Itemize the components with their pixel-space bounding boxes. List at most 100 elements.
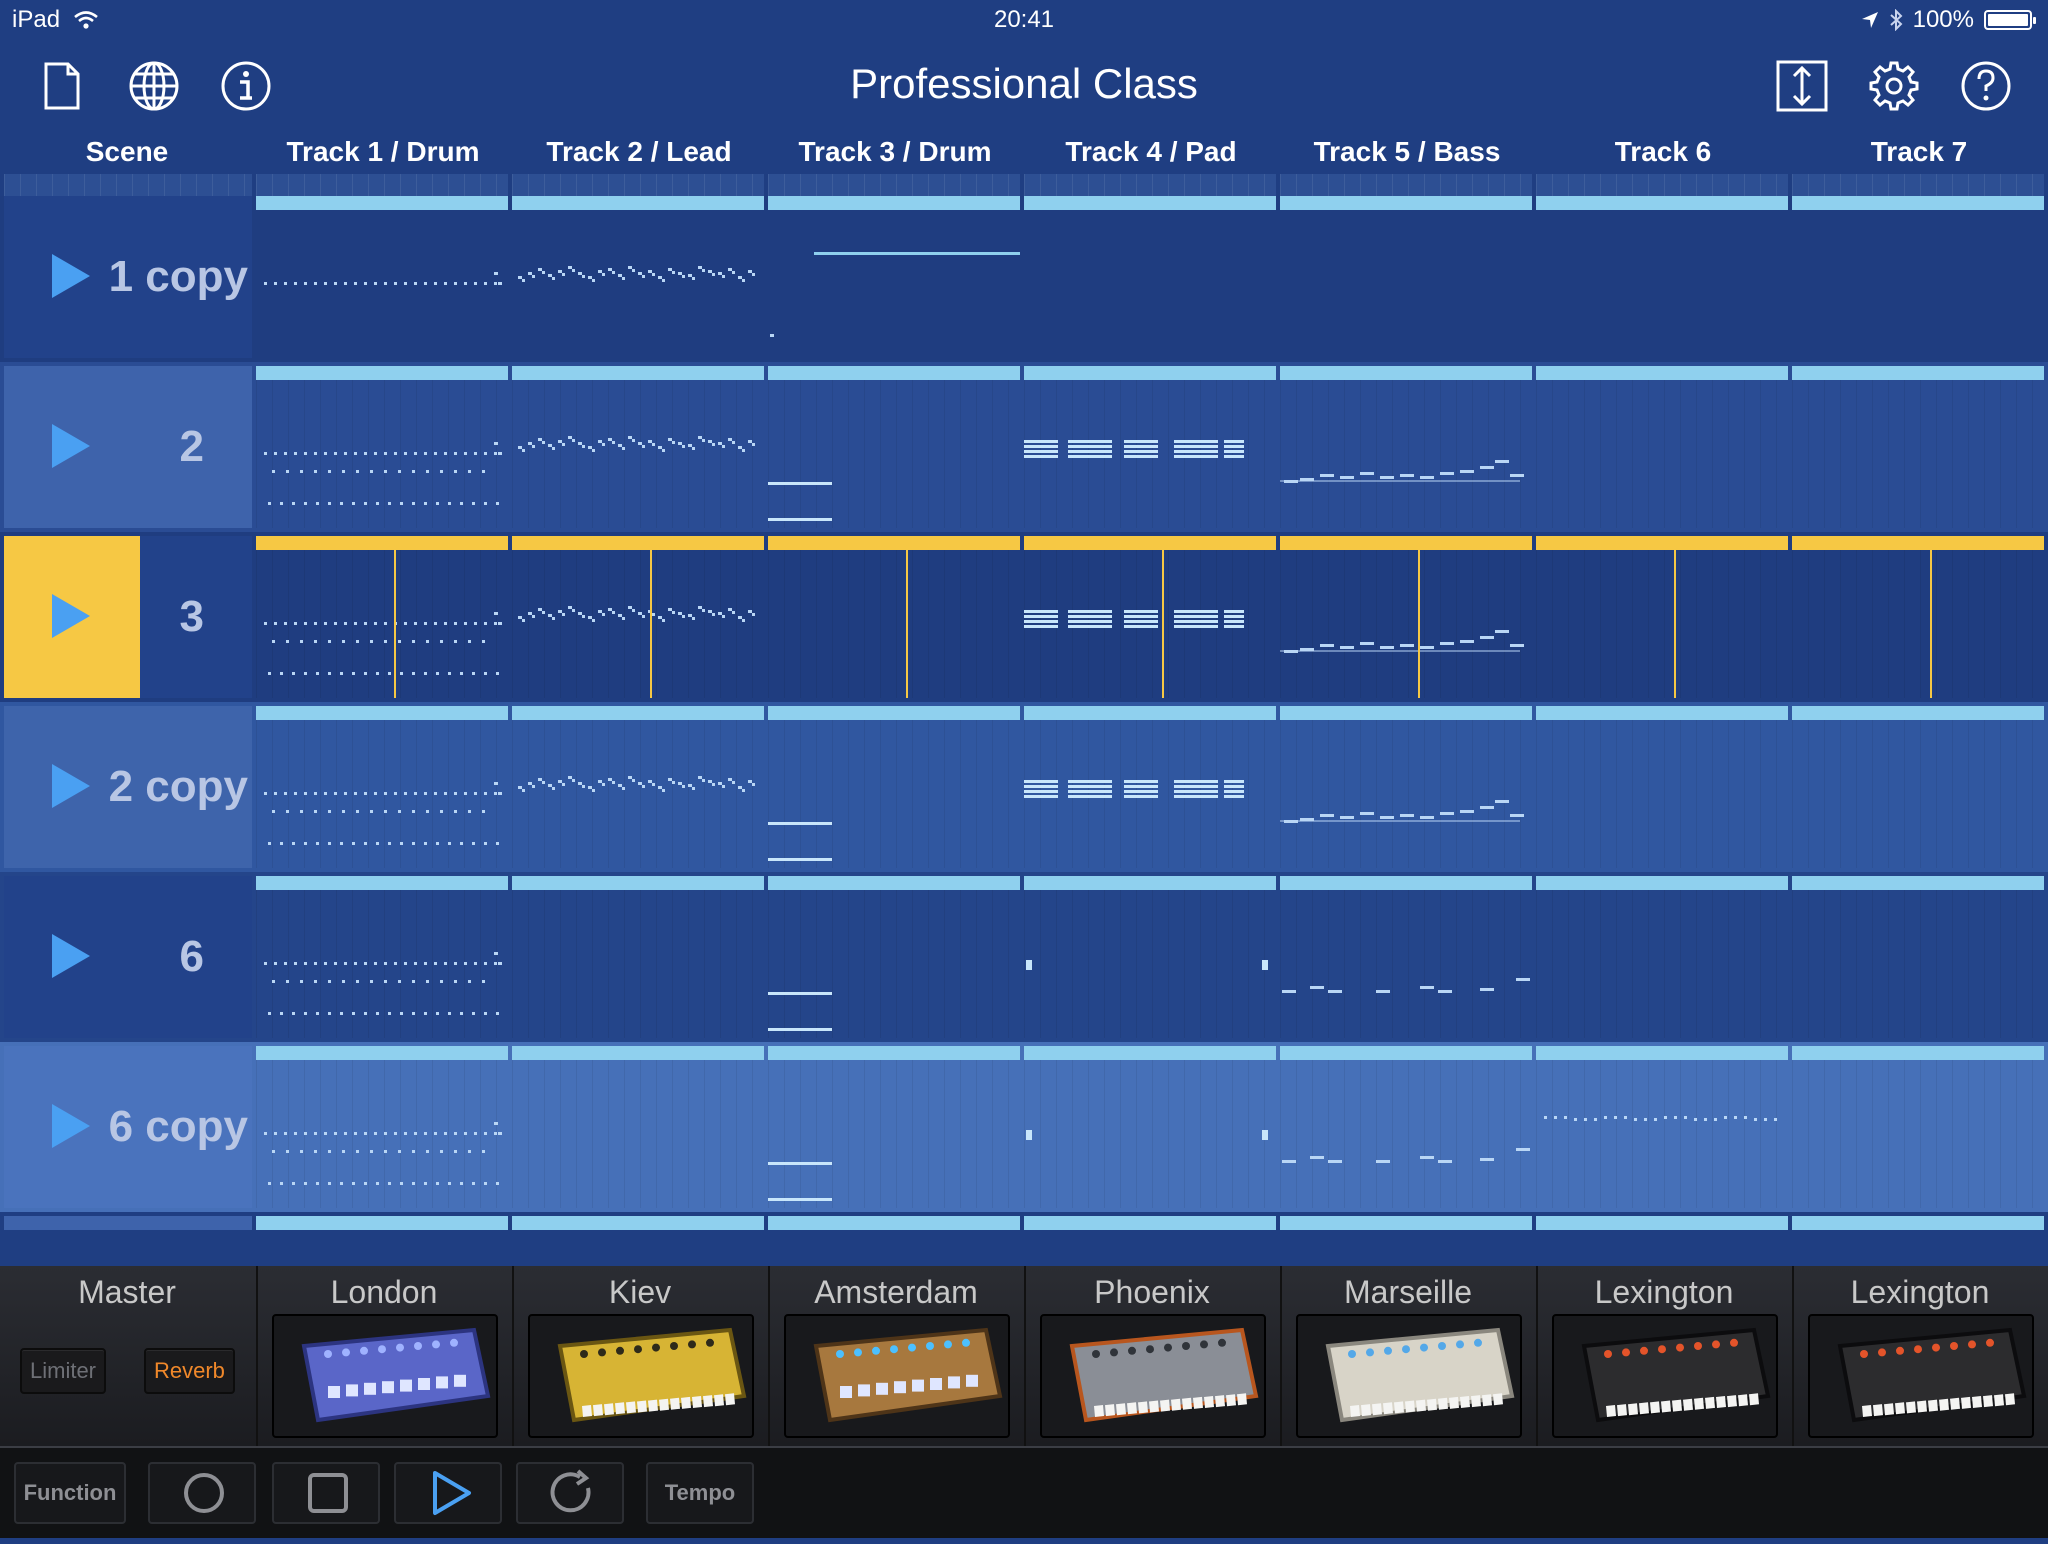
instrument-slot[interactable]: Phoenix xyxy=(1024,1266,1278,1446)
scene-cell[interactable]: 3 xyxy=(4,536,252,698)
limiter-button[interactable]: Limiter xyxy=(20,1348,107,1394)
info-icon[interactable] xyxy=(218,58,274,114)
clip-cell[interactable] xyxy=(1792,1046,2044,1208)
clip-cell[interactable] xyxy=(768,196,1020,358)
instrument-slot[interactable]: Kiev xyxy=(512,1266,766,1446)
clip-cell[interactable] xyxy=(512,1046,764,1208)
clip-cell[interactable] xyxy=(768,706,1020,868)
clip-cell[interactable] xyxy=(1024,1046,1276,1208)
clip-cell[interactable] xyxy=(1280,706,1532,868)
clip-pattern xyxy=(768,550,1020,698)
clip-cell[interactable] xyxy=(1280,196,1532,358)
clip-cell[interactable] xyxy=(768,1046,1020,1208)
track-header[interactable]: Track 3 / Drum xyxy=(798,136,992,167)
instrument-slot[interactable]: Lexington xyxy=(1792,1266,2046,1446)
resize-vertical-icon[interactable] xyxy=(1774,58,1830,114)
clip-cell[interactable] xyxy=(1024,876,1276,1038)
track-header[interactable]: Track 1 / Drum xyxy=(286,136,480,167)
scene-cell[interactable]: 2 xyxy=(4,366,252,528)
scene-cell[interactable]: 2 copy xyxy=(4,706,252,868)
clip-cell[interactable] xyxy=(1536,196,1788,358)
clip-cell[interactable] xyxy=(256,366,508,528)
instrument-thumbnail[interactable] xyxy=(528,1314,754,1438)
clip-cell[interactable] xyxy=(768,536,1020,698)
play-button[interactable] xyxy=(394,1462,502,1524)
scene-cell[interactable]: 6 xyxy=(4,876,252,1038)
scene-play-area[interactable] xyxy=(4,536,140,698)
clip-cell[interactable] xyxy=(1792,196,2044,358)
clip-cell[interactable] xyxy=(768,366,1020,528)
stop-button[interactable] xyxy=(272,1462,380,1524)
instrument-thumbnail[interactable] xyxy=(1808,1314,2034,1438)
instrument-slot[interactable]: London xyxy=(256,1266,510,1446)
track-header[interactable]: Track 6 xyxy=(1614,136,1712,167)
clip-cell[interactable] xyxy=(256,536,508,698)
scene-play-icon[interactable] xyxy=(52,424,90,468)
scene-play-icon[interactable] xyxy=(52,594,90,638)
clip-cell[interactable] xyxy=(768,876,1020,1038)
clip-cell[interactable] xyxy=(512,366,764,528)
instrument-slot[interactable]: Lexington xyxy=(1536,1266,1790,1446)
clip-cell[interactable] xyxy=(512,536,764,698)
scene-play-area[interactable] xyxy=(4,706,140,868)
record-button[interactable] xyxy=(148,1462,256,1524)
clip-cell[interactable] xyxy=(512,196,764,358)
clip-cell[interactable] xyxy=(1024,706,1276,868)
clip-cell[interactable] xyxy=(1792,536,2044,698)
clip-cell[interactable] xyxy=(256,196,508,358)
scene-play-area[interactable] xyxy=(4,1046,140,1208)
clip-cell[interactable] xyxy=(1280,366,1532,528)
clip-cell[interactable] xyxy=(1536,1046,1788,1208)
scene-cell[interactable]: 6 copy xyxy=(4,1046,252,1208)
instrument-slot[interactable]: Amsterdam xyxy=(768,1266,1022,1446)
instrument-name: Lexington xyxy=(1594,1274,1734,1310)
clip-bar xyxy=(1536,706,1788,720)
help-icon[interactable] xyxy=(1958,58,2014,114)
scene-play-area[interactable] xyxy=(4,196,140,358)
synth-image xyxy=(1069,1327,1259,1423)
scene-play-icon[interactable] xyxy=(52,254,90,298)
gear-icon[interactable] xyxy=(1866,58,1922,114)
loop-button[interactable] xyxy=(516,1462,624,1524)
clip-cell[interactable] xyxy=(1280,536,1532,698)
clip-cell[interactable] xyxy=(1792,706,2044,868)
instrument-thumbnail[interactable] xyxy=(1552,1314,1778,1438)
track-header[interactable]: Track 4 / Pad xyxy=(1065,136,1237,167)
tempo-button[interactable]: Tempo xyxy=(646,1462,754,1524)
scene-play-area[interactable] xyxy=(4,876,140,1038)
reverb-button[interactable]: Reverb xyxy=(144,1348,235,1394)
track-header[interactable]: Track 7 xyxy=(1870,136,1968,167)
clip-cell[interactable] xyxy=(1280,876,1532,1038)
clip-cell[interactable] xyxy=(1536,366,1788,528)
scene-play-icon[interactable] xyxy=(52,934,90,978)
clip-cell[interactable] xyxy=(512,706,764,868)
clip-cell[interactable] xyxy=(1536,536,1788,698)
clip-cell[interactable] xyxy=(1792,366,2044,528)
scene-cell[interactable]: 1 copy xyxy=(4,196,252,358)
instrument-thumbnail[interactable] xyxy=(1296,1314,1522,1438)
clip-cell[interactable] xyxy=(256,1046,508,1208)
track-header[interactable]: Track 5 / Bass xyxy=(1313,136,1501,167)
document-icon[interactable] xyxy=(34,58,90,114)
instrument-thumbnail[interactable] xyxy=(1040,1314,1266,1438)
clip-cell[interactable] xyxy=(1536,706,1788,868)
clip-cell[interactable] xyxy=(256,706,508,868)
instrument-thumbnail[interactable] xyxy=(784,1314,1010,1438)
clip-cell[interactable] xyxy=(256,876,508,1038)
clip-cell[interactable] xyxy=(512,876,764,1038)
scene-play-icon[interactable] xyxy=(52,764,90,808)
clip-cell[interactable] xyxy=(1024,196,1276,358)
function-button[interactable]: Function xyxy=(14,1462,126,1524)
scene-play-icon[interactable] xyxy=(52,1104,90,1148)
clip-cell[interactable] xyxy=(1024,366,1276,528)
instrument-slot[interactable]: Marseille xyxy=(1280,1266,1534,1446)
globe-icon[interactable] xyxy=(126,58,182,114)
clip-cell[interactable] xyxy=(1024,536,1276,698)
clip-pattern xyxy=(1024,610,1244,628)
clip-cell[interactable] xyxy=(1792,876,2044,1038)
clip-cell[interactable] xyxy=(1536,876,1788,1038)
track-header[interactable]: Track 2 / Lead xyxy=(546,136,732,167)
instrument-thumbnail[interactable] xyxy=(272,1314,498,1438)
scene-play-area[interactable] xyxy=(4,366,140,528)
clip-cell[interactable] xyxy=(1280,1046,1532,1208)
